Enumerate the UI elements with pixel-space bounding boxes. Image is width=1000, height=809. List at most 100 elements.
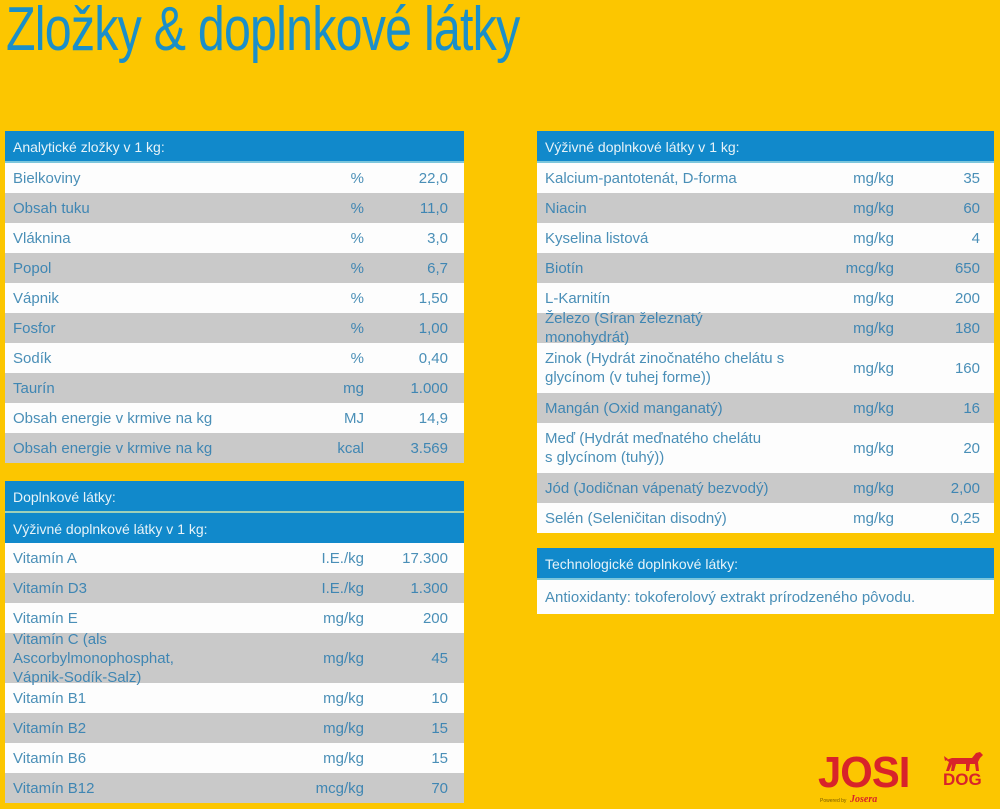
row-unit: % xyxy=(350,319,364,337)
table-row: Jód (Jodičnan vápenatý bezvodý) mg/kg 2,00 xyxy=(537,473,994,503)
technological-header: Technologické doplnkové látky: xyxy=(537,548,994,580)
row-name: Kyselina listová xyxy=(545,229,649,247)
row-name-line1: Vitamín C (als Ascorbylmonophosphat, xyxy=(13,630,174,667)
section-gap xyxy=(5,463,464,481)
row-unit: mg/kg xyxy=(853,199,894,217)
row-value: 160 xyxy=(954,359,980,377)
table-row: Niacin mg/kg 60 xyxy=(537,193,994,223)
table-row: L-Karnitín mg/kg 200 xyxy=(537,283,994,313)
table-row: Vitamín E mg/kg 200 xyxy=(5,603,464,633)
row-name: Obsah energie v krmive na kg xyxy=(13,439,213,457)
row-unit: mg/kg xyxy=(853,509,894,527)
row-value: 1.000 xyxy=(410,379,448,397)
logo-powered-by: Powered by xyxy=(820,798,847,804)
row-value: 70 xyxy=(431,779,448,797)
row-value: 0,25 xyxy=(950,509,980,527)
table-row: Kalcium-pantotenát, D-forma mg/kg 35 xyxy=(537,163,994,193)
row-name: Vitamín A xyxy=(13,549,77,567)
table-row: Obsah energie v krmive na kg kcal 3.569 xyxy=(5,433,464,463)
row-unit: mcg/kg xyxy=(845,259,894,277)
row-value: 14,9 xyxy=(418,409,448,427)
row-name: Vitamín B12 xyxy=(13,779,95,797)
row-unit: mg/kg xyxy=(323,649,364,667)
table-row: Kyselina listová mg/kg 4 xyxy=(537,223,994,253)
row-value: 1,50 xyxy=(418,289,448,307)
technological-additives-panel: Technologické doplnkové látky: Antioxida… xyxy=(537,548,994,614)
row-unit: mg/kg xyxy=(853,289,894,307)
table-row: Obsah tuku% 11,0 xyxy=(5,193,464,223)
row-name: Železo (Síran železnatý monohydrát) xyxy=(545,310,703,346)
nutritional-additives-panel: Výživné doplnkové látky v 1 kg: Kalcium-… xyxy=(537,131,994,533)
row-unit: mg/kg xyxy=(323,749,364,767)
table-row: Vitamín C (als Ascorbylmonophosphat, Vápn… xyxy=(5,631,464,686)
row-unit: kcal xyxy=(337,439,364,457)
row-name: Jód (Jodičnan vápenatý bezvodý) xyxy=(545,479,769,497)
additives-header: Doplnkové látky: xyxy=(5,481,464,513)
row-unit: % xyxy=(350,349,364,367)
row-name: Vápnik xyxy=(13,289,59,307)
row-value: 1,00 xyxy=(418,319,448,337)
row-unit: mg xyxy=(343,379,364,397)
row-unit: mg/kg xyxy=(323,719,364,737)
table-row: Vitamín A I.E./kg 17.300 xyxy=(5,543,464,573)
row-value: 22,0 xyxy=(418,169,448,187)
table-row: Zinok (Hydrát zinočnatého chelátu s glycí… xyxy=(537,343,994,393)
row-name: Kalcium-pantotenát, D-forma xyxy=(545,169,737,187)
row-value: 11,0 xyxy=(419,199,448,217)
dog-icon xyxy=(944,752,983,771)
row-unit: mg/kg xyxy=(853,479,894,497)
additives-subheader: Výživné doplnkové látky v 1 kg: xyxy=(5,513,464,543)
analytical-header: Analytické zložky v 1 kg: xyxy=(5,131,464,163)
table-row: Vitamín B2 mg/kg 15 xyxy=(5,713,464,743)
row-unit: mcg/kg xyxy=(315,779,364,797)
row-unit: mg/kg xyxy=(323,689,364,707)
row-value: 15 xyxy=(431,719,448,737)
table-row: Popol% 6,7 xyxy=(5,253,464,283)
table-row: Meď (Hydrát meďnatého chelátu s glycínom … xyxy=(537,423,994,473)
row-name: Fosfor xyxy=(13,319,56,337)
row-value: 0,40 xyxy=(418,349,448,367)
row-name-line2: Vápnik-Sodík-Salz) xyxy=(13,668,142,686)
logo-sub: DOG xyxy=(943,770,982,789)
row-value: 6,7 xyxy=(427,259,448,277)
row-value: 17.300 xyxy=(402,549,448,567)
table-row: Železo (Síran železnatý monohydrát) mg/kg… xyxy=(537,310,994,346)
row-unit: % xyxy=(350,259,364,277)
row-value: 45 xyxy=(431,649,448,667)
row-name: Bielkoviny xyxy=(13,169,81,187)
row-unit: % xyxy=(350,289,364,307)
row-unit: mg/kg xyxy=(853,319,894,337)
row-name: Sodík xyxy=(13,349,52,367)
logo-parent-brand: Josera xyxy=(850,794,878,805)
logo-brand: JOSI xyxy=(818,748,910,797)
table-row: Fosfor% 1,00 xyxy=(5,313,464,343)
row-name: L-Karnitín xyxy=(545,289,611,307)
row-name-line2: glycínom (v tuhej forme)) xyxy=(545,369,711,386)
table-row: Vláknina% 3,0 xyxy=(5,223,464,253)
row-unit: I.E./kg xyxy=(321,549,364,567)
row-name: Vláknina xyxy=(13,229,71,247)
table-row: Biotín mcg/kg 650 xyxy=(537,253,994,283)
row-value: 10 xyxy=(431,689,448,707)
josidog-logo: JOSI DOG Powered by Josera xyxy=(818,748,988,806)
row-value: 35 xyxy=(963,169,980,187)
row-name: Vitamín B1 xyxy=(13,689,87,707)
table-row: Bielkoviny% 22,0 xyxy=(5,163,464,193)
row-name: Vitamín C (als Ascorbylmonophosphat, Vápn… xyxy=(5,630,244,687)
table-row: Vápnik% 1,50 xyxy=(5,283,464,313)
row-unit: % xyxy=(350,229,364,247)
nutritional-header: Výživné doplnkové látky v 1 kg: xyxy=(537,131,994,163)
row-unit: mg/kg xyxy=(853,359,894,377)
table-row: Mangán (Oxid manganatý) mg/kg 16 xyxy=(537,393,994,423)
row-unit: mg/kg xyxy=(853,169,894,187)
row-name: Zinok (Hydrát zinočnatého chelátu s glycí… xyxy=(537,349,786,387)
row-value: 200 xyxy=(422,609,448,627)
row-value: 1.300 xyxy=(410,579,448,597)
row-value: 60 xyxy=(963,199,980,217)
row-unit: % xyxy=(350,199,364,217)
row-name: Vitamín D3 xyxy=(13,579,87,597)
row-name-line1: Zinok (Hydrát zinočnatého chelátu s xyxy=(545,350,785,367)
table-row: Vitamín B1 mg/kg 10 xyxy=(5,683,464,713)
additives-table: Vitamín A I.E./kg 17.300 Vitamín D3 I.E./kg… xyxy=(5,543,464,803)
row-unit: mg/kg xyxy=(853,399,894,417)
